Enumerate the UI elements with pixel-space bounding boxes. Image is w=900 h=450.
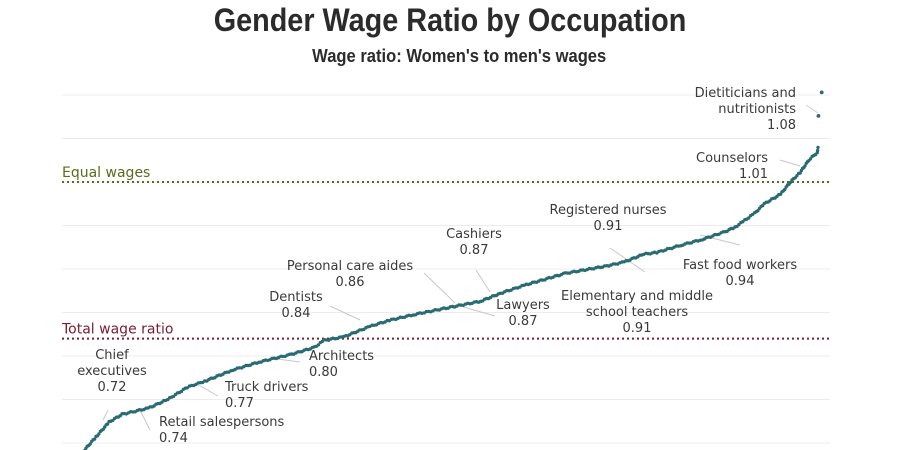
dentists-value: 0.84	[282, 306, 311, 321]
truck-drivers-leader-line	[194, 382, 219, 397]
total-wage-ratio-label: Total wage ratio	[61, 322, 173, 338]
dietitians-nutritionists-value: 1.08	[767, 118, 796, 133]
cashiers-leader-line	[475, 269, 491, 293]
equal-wages-label: Equal wages	[62, 165, 150, 181]
dietitians-nutritionists-leader-line	[805, 104, 819, 114]
data-point	[783, 187, 787, 192]
retail-salespersons-value: 0.74	[159, 431, 188, 446]
chief-executives-value: 0.72	[98, 380, 127, 395]
fast-food-workers-label: Fast food workers	[683, 258, 797, 273]
data-point-outlier	[816, 113, 821, 118]
counselors-leader-line	[779, 159, 801, 167]
retail-salespersons-leader-line	[139, 409, 151, 431]
lawyers-value: 0.87	[509, 314, 538, 329]
data-point	[816, 145, 820, 150]
elementary-middle-teachers-value: 0.91	[623, 321, 652, 336]
chief-executives-label: executives	[77, 364, 147, 379]
data-points	[82, 90, 824, 450]
data-point	[88, 442, 92, 446]
personal-care-aides-leader-line	[423, 272, 456, 304]
elementary-middle-teachers-label: school teachers	[586, 305, 689, 320]
dietitians-nutritionists-label: Dietiticians and	[695, 86, 796, 101]
data-point	[97, 432, 101, 436]
lawyers-leader-line	[459, 305, 496, 317]
retail-salespersons-label: Retail salespersons	[159, 415, 285, 430]
data-point	[92, 437, 97, 441]
fast-food-workers-value: 0.94	[726, 274, 755, 289]
counselors-label: Counselors	[696, 151, 768, 166]
cashiers-label: Cashiers	[446, 227, 502, 242]
cashiers-value: 0.87	[460, 243, 489, 258]
counselors-value: 1.01	[739, 167, 768, 182]
gridlines	[62, 94, 830, 444]
registered-nurses-value: 0.91	[594, 219, 623, 234]
data-point	[316, 343, 321, 347]
chief-executives-leader-line	[102, 409, 109, 421]
dietitians-nutritionists-label: nutritionists	[718, 102, 796, 117]
dentists-leader-line	[329, 305, 361, 321]
data-point	[747, 216, 751, 220]
truck-drivers-value: 0.77	[225, 396, 254, 411]
data-point	[803, 164, 807, 168]
registered-nurses-label: Registered nurses	[550, 203, 667, 218]
dentists-label: Dentists	[269, 290, 323, 305]
elementary-middle-teachers-label: Elementary and middle	[561, 289, 713, 304]
data-point	[808, 157, 813, 161]
data-point-outlier	[819, 90, 824, 95]
chief-executives-label: Chief	[95, 348, 129, 363]
chart-subtitle: Wage ratio: Women's to men's wages	[312, 46, 607, 66]
chart-title: Gender Wage Ratio by Occupation	[213, 2, 687, 38]
personal-care-aides-label: Personal care aides	[287, 259, 414, 274]
data-point	[815, 148, 820, 153]
data-point	[788, 180, 793, 185]
truck-drivers-label: Truck drivers	[224, 380, 309, 395]
lawyers-label: Lawyers	[496, 298, 550, 313]
data-point	[105, 422, 110, 426]
architects-label: Architects	[309, 349, 374, 364]
personal-care-aides-value: 0.86	[336, 275, 365, 290]
architects-value: 0.80	[309, 365, 338, 380]
reference-lines: Equal wages Total wage ratio	[61, 165, 830, 340]
